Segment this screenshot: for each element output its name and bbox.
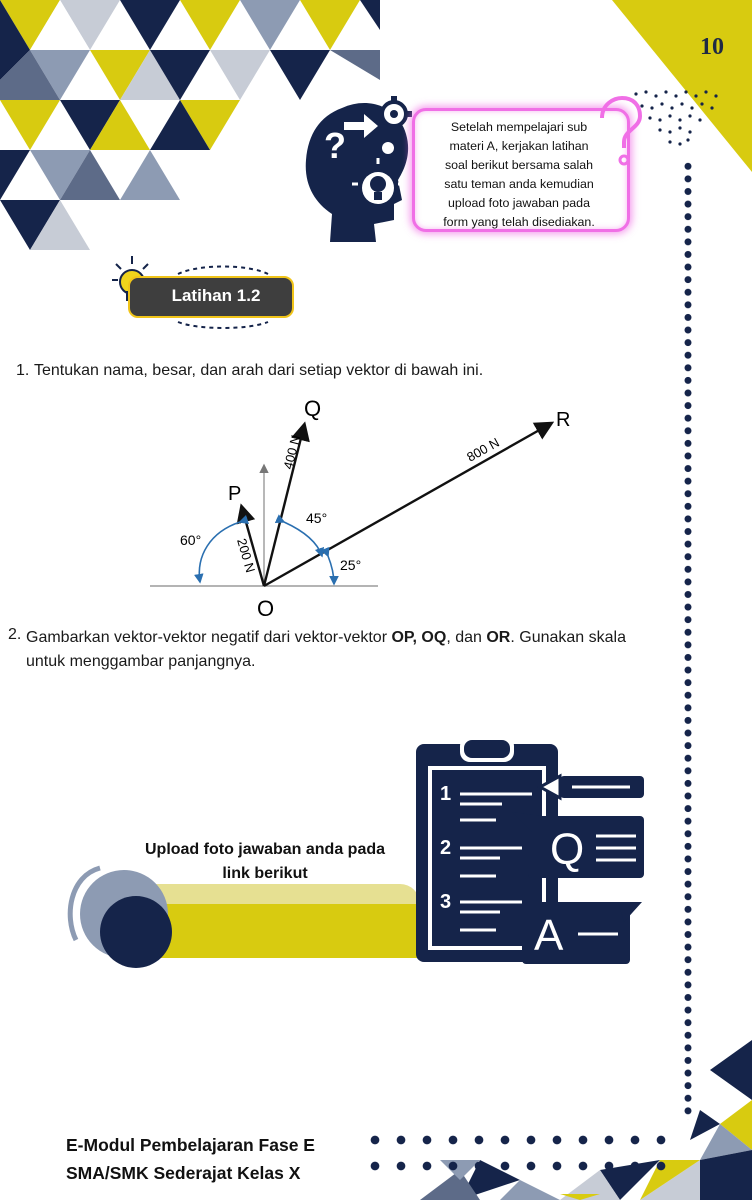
vector-q-magnitude: 400 N [280,433,303,470]
page-number: 10 [700,34,724,60]
upload-instruction: Upload foto jawaban anda pada link berik… [130,838,400,886]
vector-q [262,421,310,587]
vector-p-magnitude: 200 N [234,537,258,574]
angle-p-label: 60° [180,532,201,548]
question-text-part: . Gunakan skala untuk menggambar panjang… [26,629,626,670]
instruction-line: form yang telah disediakan. [443,215,595,229]
question-vector-names: OP, OQ [391,629,447,646]
list-number: 2 [440,837,451,859]
question-number: 1. [16,362,30,379]
thinking-head-icon: ? [305,96,412,242]
quiz-q-letter: Q [550,825,584,874]
instruction-callout [412,108,630,232]
question-text-part: Gambarkan vektor-vektor negatif dari vek… [26,629,392,646]
clipboard-quiz-icon: 1 2 3 Q A [416,736,644,964]
footer-dots-row [362,1159,682,1173]
question-text-part: , dan [446,629,487,646]
footer-dots-row [362,1133,682,1147]
angle-arc-r [320,546,339,586]
vertical-dotted-line [682,160,694,1120]
list-number: 1 [440,783,451,805]
angle-q-label: 45° [306,510,327,526]
instruction-line: soal berikut bersama salah [444,158,594,172]
question-text: Gambarkan vektor-vektor negatif dari vek… [26,626,666,674]
footer-line: SMA/SMK Sederajat Kelas X [66,1163,301,1183]
yellow-triangle-decoration [612,0,752,172]
vector-r [263,421,555,588]
angle-r-label: 25° [340,557,361,573]
upload-text-line: link berikut [222,865,308,882]
quiz-a-letter: A [534,911,564,960]
section-title: Latihan 1.2 [171,286,261,305]
vector-diagram: O P Q R 200 N 400 N 800 N 60° 45° 25° [150,396,570,620]
section-title-badge [128,276,294,318]
vector-q-name: Q [304,396,321,421]
dot-pattern-decoration [634,90,718,146]
vector-p-name: P [228,483,241,505]
question-number: 2. [8,626,22,643]
instruction-line: Setelah mempelajari sub [450,120,588,134]
instruction-text: Setelah mempelajari sub materi A, kerjak… [426,118,612,232]
dashed-ring-decoration [177,265,269,329]
instruction-line: upload foto jawaban pada [448,196,590,210]
question-text: Tentukan nama, besar, dan arah dari seti… [34,362,484,379]
list-number: 3 [440,891,451,913]
svg-text:?: ? [324,125,346,166]
footer-line: E-Modul Pembelajaran Fase E [66,1135,315,1155]
instruction-line: materi A, kerjakan latihan [449,139,589,153]
angle-arc-p [194,514,250,584]
upload-text-line: Upload foto jawaban anda pada [144,841,386,858]
vector-r-name: R [556,409,570,431]
angle-arc-q [274,514,325,558]
origin-label: O [257,596,274,620]
geometric-decoration-top-left [0,0,380,255]
instruction-line: satu teman anda kemudian [444,177,594,191]
question-mark-icon [600,96,643,166]
question-vector-name: OR [486,629,511,646]
footer: E-Modul Pembelajaran Fase E SMA/SMK Sede… [66,1131,315,1187]
vector-r-magnitude: 800 N [464,435,502,465]
upload-banner[interactable] [60,860,420,980]
